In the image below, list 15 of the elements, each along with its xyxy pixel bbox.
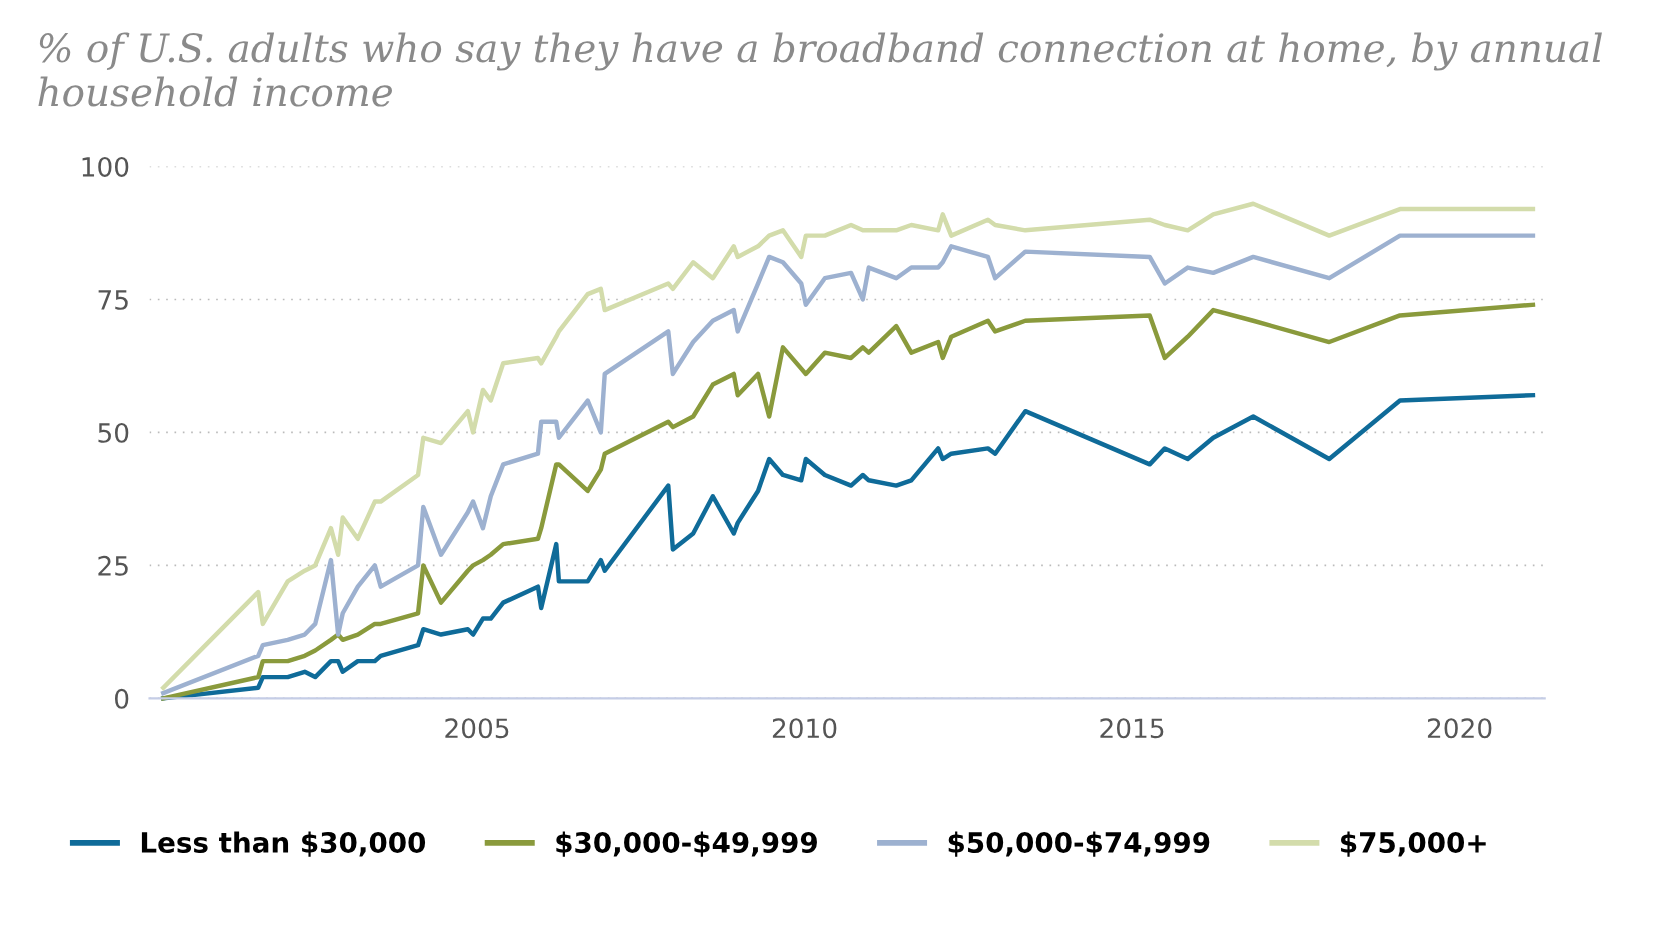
chart-title: % of U.S. adults who say they have a broadband connection at home, by annual household income xyxy=(38,32,1602,107)
legend-label: $50,000-$74,999 xyxy=(948,831,1210,857)
x-tick-label: 2015 xyxy=(1100,718,1164,739)
x-tick-label: 2020 xyxy=(1427,718,1492,739)
y-tick-label: 75 xyxy=(98,290,128,310)
x-tick-label: 2005 xyxy=(445,718,509,739)
line-series xyxy=(161,302,1536,701)
y-tick-label: 0 xyxy=(115,688,129,709)
y-tick-label: 100 xyxy=(82,156,129,177)
y-tick-label: 50 xyxy=(98,422,129,443)
legend-label: Less than $30,000 xyxy=(141,831,426,857)
legend-label: $30,000-$49,999 xyxy=(556,831,817,857)
y-tick-label: 25 xyxy=(98,555,128,576)
legend-label: $75,000+ xyxy=(1341,831,1486,857)
x-tick-label: 2010 xyxy=(772,718,837,739)
